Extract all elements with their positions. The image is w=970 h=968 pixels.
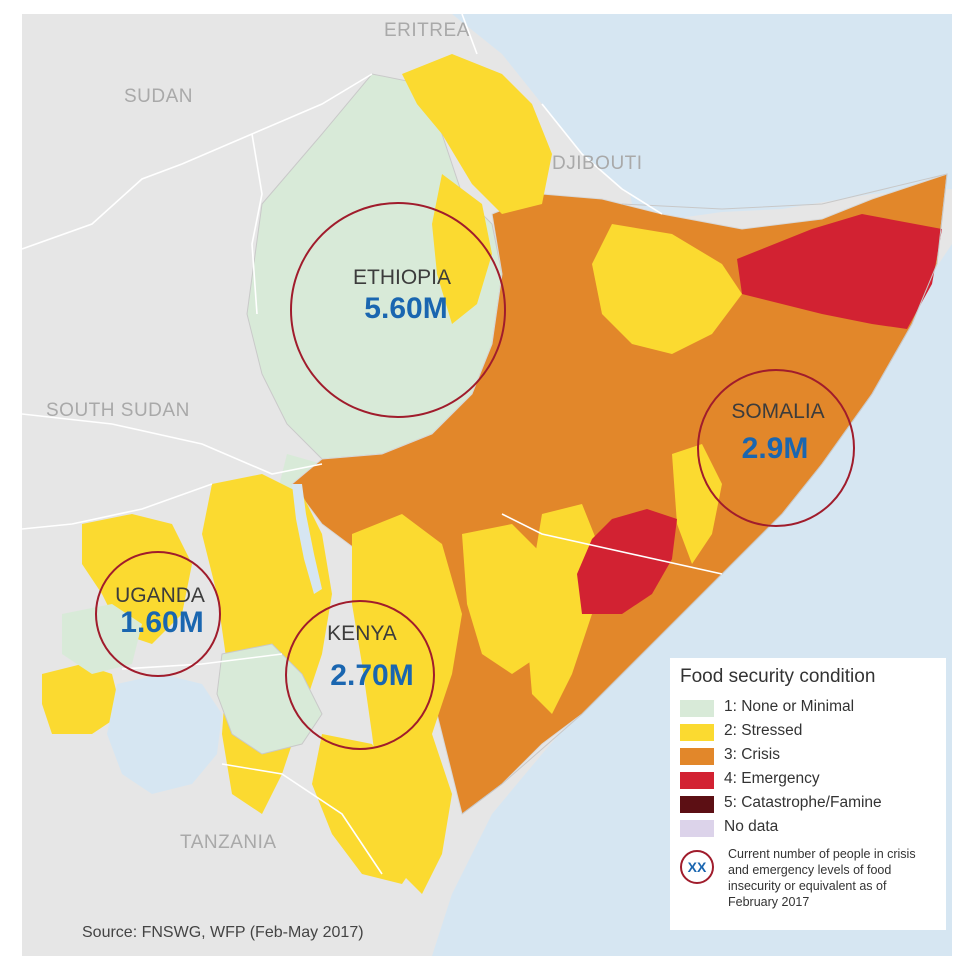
phase2-kenya-west <box>202 474 332 814</box>
phase2-kenya-coast <box>312 734 422 884</box>
legend-swatch <box>680 772 714 789</box>
phase2-somalia-south <box>527 504 602 714</box>
phase2-north-ethiopia <box>402 54 552 214</box>
source-credit: Source: FNSWG, WFP (Feb-May 2017) <box>82 924 364 941</box>
legend-swatch <box>680 796 714 813</box>
legend: Food security condition 1: None or Minim… <box>670 658 946 930</box>
ethiopia-stat-circle <box>290 202 506 418</box>
food-security-map: ERITREA SUDAN DJIBOUTI SOUTH SUDAN TANZA… <box>22 14 952 956</box>
phase2-west-ethiopia <box>432 174 492 324</box>
phase2-uganda-south <box>42 664 122 734</box>
phase4-northeast-somalia <box>737 214 942 329</box>
sudan-label: SUDAN <box>124 86 194 107</box>
ethiopia-name: ETHIOPIA <box>352 266 452 289</box>
kenya-value: 2.70M <box>330 659 414 692</box>
south-sudan-label: SOUTH SUDAN <box>46 400 190 421</box>
uganda-value: 1.60M <box>120 606 204 639</box>
phase2-uganda-north <box>82 514 192 644</box>
country-borders <box>22 14 723 875</box>
legend-swatch <box>680 820 714 837</box>
kenya-stat-circle <box>285 600 435 750</box>
legend-label: 2: Stressed <box>724 722 803 739</box>
gulf-of-aden <box>622 144 952 219</box>
legend-label: 4: Emergency <box>724 770 820 787</box>
legend-swatch <box>680 748 714 765</box>
uganda-name: UGANDA <box>115 584 205 607</box>
legend-label: No data <box>724 818 779 835</box>
lake-turkana <box>292 484 322 594</box>
phase2-kenya-east <box>352 514 462 894</box>
phase2-somalia-central <box>672 444 722 564</box>
phase4-south-somalia <box>577 509 677 614</box>
legend-swatch <box>680 700 714 717</box>
horn-coastline <box>461 173 948 815</box>
lake-victoria <box>107 674 222 794</box>
legend-swatch <box>680 724 714 741</box>
somalia-value: 2.9M <box>741 432 809 465</box>
legend-circle-note: Current number of people in crisis and e… <box>728 847 916 909</box>
phase2-somaliland <box>592 224 742 354</box>
eritrea-label: ERITREA <box>384 20 470 41</box>
legend-label: 1: None or Minimal <box>724 698 855 715</box>
somalia-stat-circle <box>697 369 855 527</box>
ethiopia-value: 5.60M <box>364 292 448 325</box>
legend-label: 3: Crisis <box>724 746 780 763</box>
djibouti-label: DJIBOUTI <box>552 153 643 174</box>
legend-title: Food security condition <box>680 666 876 687</box>
somalia-name: SOMALIA <box>731 400 825 423</box>
legend-label: 5: Catastrophe/Famine <box>724 794 882 811</box>
uganda-stat-circle <box>95 551 221 677</box>
kenya-name: KENYA <box>327 622 397 645</box>
tanzania-label: TANZANIA <box>180 832 277 853</box>
legend-circle-symbol: XX <box>680 850 714 884</box>
